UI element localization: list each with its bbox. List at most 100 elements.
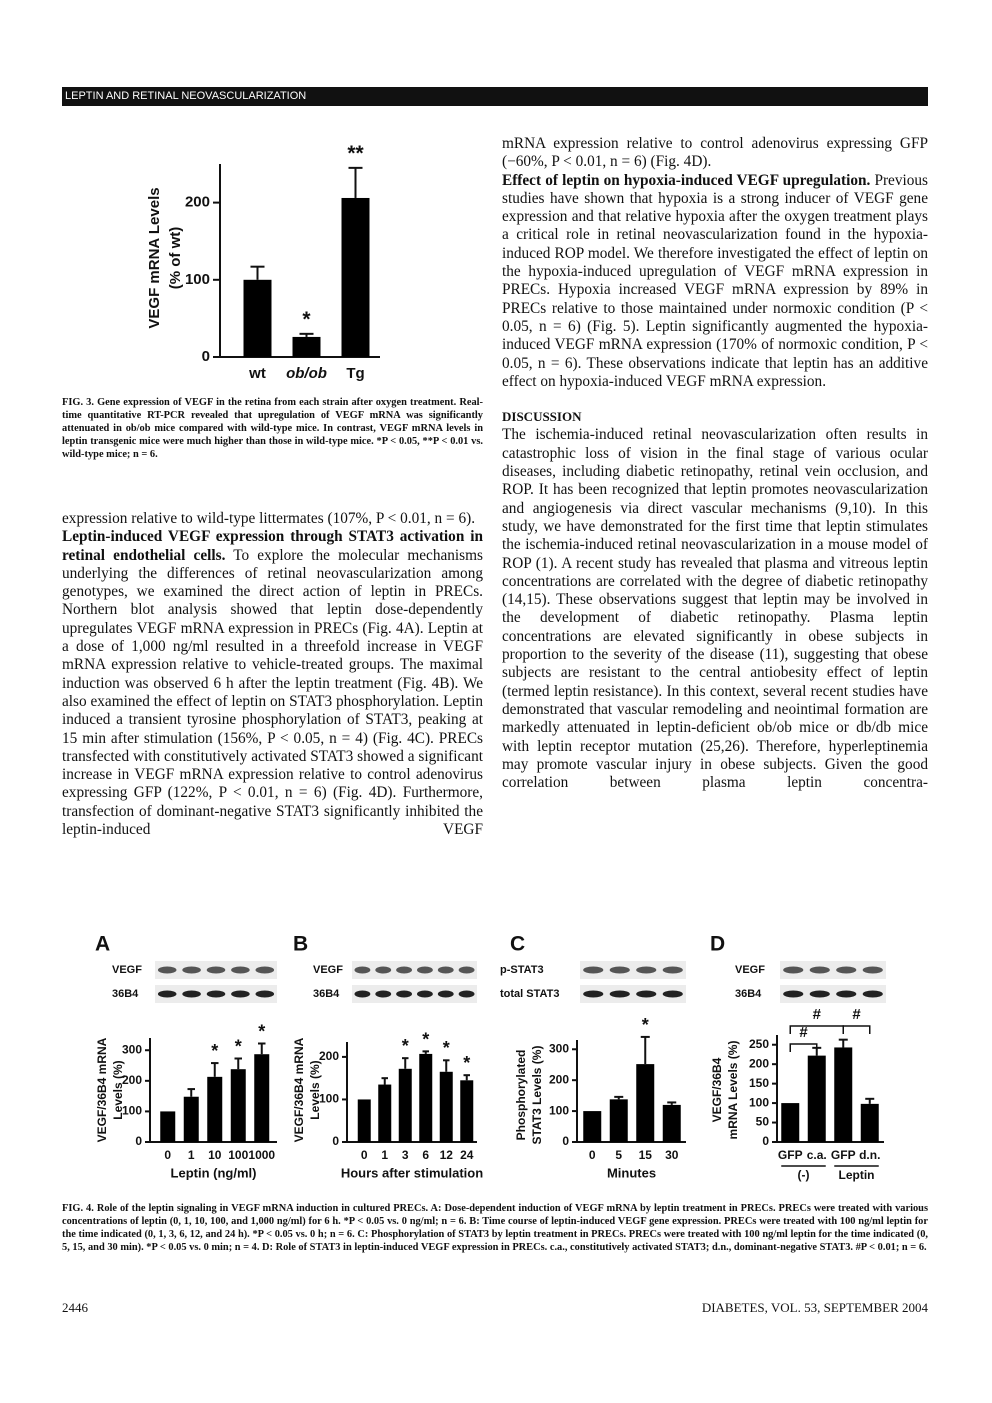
y-tick-label: 150 (749, 1076, 769, 1090)
y-axis-label: (% of wt) (167, 227, 184, 289)
blot-strip (580, 961, 686, 979)
significance-marker: * (402, 1036, 409, 1056)
comparison-bracket (789, 1025, 844, 1034)
x-axis-label: Minutes (607, 1165, 656, 1180)
y-tick-label: 0 (135, 1134, 142, 1148)
x-tick-label: 30 (665, 1148, 679, 1162)
blot-band (375, 990, 392, 998)
x-axis-label: Hours after stimulation (341, 1165, 483, 1180)
significance-marker: * (422, 1029, 429, 1049)
blot-band (157, 966, 177, 974)
blot-band (182, 990, 201, 998)
bar (378, 1084, 392, 1142)
y-tick-label: 250 (749, 1037, 769, 1051)
bar (807, 1055, 826, 1142)
paragraph-text: To explore the molecular mechanisms unde… (62, 546, 483, 839)
significance-marker: * (302, 308, 311, 331)
y-axis-label: Levels (%) (111, 1060, 125, 1119)
y-tick-label: 200 (549, 1072, 569, 1086)
paragraph: The ischemia-induced retinal neovascular… (502, 426, 928, 792)
blot-band (809, 990, 830, 998)
x-tick-label: 1 (188, 1148, 195, 1162)
blot-band (231, 966, 250, 974)
blot-strip (580, 985, 686, 1003)
y-axis-label: VEGF/36B4 mRNA (292, 1037, 306, 1142)
group-label: Leptin (839, 1168, 875, 1182)
comparison-bracket (789, 1043, 818, 1052)
blot-band (375, 966, 392, 974)
y-tick-label: 0 (202, 348, 210, 365)
blot-band (354, 966, 371, 974)
blot-band (354, 990, 371, 998)
significance-marker: ** (347, 142, 364, 165)
blot-band (836, 990, 857, 998)
blot-label: p-STAT3 (500, 964, 544, 976)
panel-label: B (293, 933, 308, 956)
blot-band (157, 990, 177, 998)
blot-band (783, 990, 804, 998)
y-tick-label: 100 (122, 1104, 142, 1118)
blot-band (662, 990, 683, 998)
y-tick-label: 200 (122, 1073, 142, 1087)
blot-label: VEGF (735, 964, 765, 976)
left-column: expression relative to wild-type litterm… (62, 510, 483, 839)
blot-label: total STAT3 (500, 988, 559, 1000)
significance-marker: * (642, 1015, 649, 1035)
x-tick-label: c.a. (807, 1148, 827, 1162)
bar (781, 1103, 800, 1142)
blot-band (609, 966, 630, 974)
blot-band (417, 990, 433, 998)
y-tick-label: 200 (185, 194, 210, 211)
bar (583, 1111, 602, 1142)
panel-label: D (710, 933, 725, 956)
x-tick-label: 3 (402, 1148, 409, 1162)
x-tick-label: d.n. (859, 1148, 880, 1162)
running-title: LEPTIN AND RETINAL NEOVASCULARIZATION (62, 87, 928, 106)
paragraph-text: Previous studies have shown that hypoxia… (502, 171, 928, 390)
bar (160, 1111, 176, 1142)
x-tick-label: 24 (460, 1148, 474, 1162)
panel-label: C (510, 933, 525, 956)
blot-band (583, 966, 604, 974)
x-tick-label: Tg (346, 365, 364, 382)
bar (183, 1096, 199, 1142)
blot-band (396, 966, 413, 974)
blot-strip (352, 985, 477, 1003)
y-tick-label: 0 (332, 1134, 339, 1148)
journal-info: DIABETES, VOL. 53, SEPTEMBER 2004 (701, 1300, 928, 1315)
y-tick-label: 300 (122, 1042, 142, 1056)
bar (419, 1053, 433, 1142)
bar (460, 1080, 474, 1142)
x-tick-label: 12 (440, 1148, 454, 1162)
blot-label: VEGF (112, 964, 142, 976)
x-tick-label: 10 (208, 1148, 222, 1162)
section-heading: Effect of leptin on hypoxia-induced VEGF… (502, 171, 871, 189)
section-heading: Leptin-induced VEGF expression through S… (62, 528, 483, 564)
comparison-label: # (799, 1024, 808, 1041)
section-heading: DISCUSSION (502, 409, 582, 425)
y-tick-label: 300 (549, 1041, 569, 1055)
bar (439, 1071, 453, 1142)
paragraph: Effect of leptin on hypoxia-induced VEGF… (502, 172, 928, 392)
y-tick-label: 0 (762, 1134, 769, 1148)
bar (834, 1047, 853, 1142)
significance-marker: * (258, 1021, 265, 1041)
bar (357, 1099, 371, 1142)
blot-band (836, 966, 857, 974)
x-tick-label: 1 (381, 1148, 388, 1162)
blot-band (862, 966, 883, 974)
paragraph: expression relative to wild-type litterm… (62, 510, 476, 527)
comparison-label: # (813, 1006, 822, 1023)
x-tick-label: 0 (164, 1148, 171, 1162)
blot-band (458, 966, 475, 974)
bar (636, 1064, 655, 1142)
blot-band (783, 966, 804, 974)
blot-label: 36B4 (735, 988, 762, 1000)
blot-band (609, 990, 630, 998)
blot-band (417, 966, 433, 974)
page-number: 2446 (62, 1300, 88, 1315)
significance-marker: * (235, 1036, 242, 1056)
y-tick-label: 100 (549, 1103, 569, 1117)
blot-band (437, 990, 454, 998)
panel-label: A (95, 933, 110, 956)
